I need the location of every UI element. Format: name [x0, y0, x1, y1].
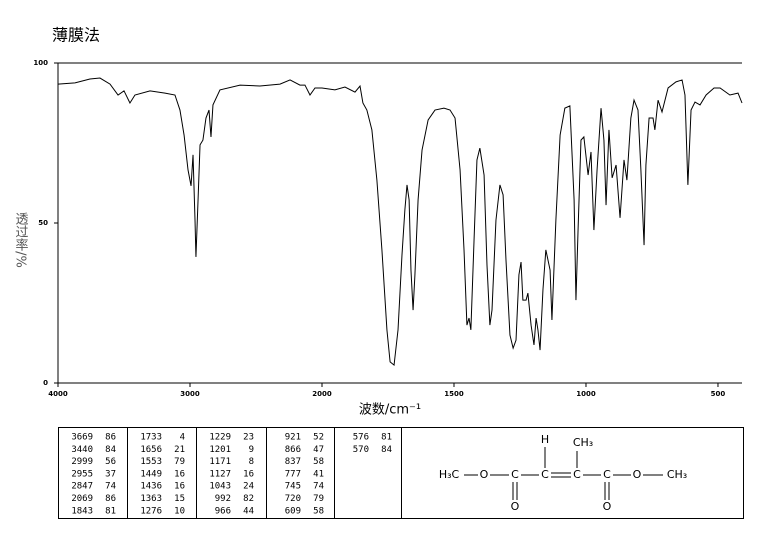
peak-wavenumber: 2999: [71, 457, 93, 467]
peak-transmittance: 16: [174, 482, 185, 492]
peak-wavenumber: 570: [353, 445, 369, 455]
peak-transmittance: 47: [313, 445, 324, 455]
peak-wavenumber: 837: [285, 457, 301, 467]
peak-transmittance: 4: [180, 433, 185, 443]
peak-wavenumber: 1229: [209, 433, 231, 443]
peak-wavenumber: 1656: [140, 445, 162, 455]
peak-wavenumber: 1363: [140, 494, 162, 504]
peak-wavenumber: 866: [285, 445, 301, 455]
plot-frame: [57, 62, 742, 384]
x-tick-label: 3000: [180, 390, 200, 398]
peak-wavenumber: 1043: [209, 482, 231, 492]
peak-transmittance: 15: [174, 494, 185, 504]
atom-label: H₃C: [439, 468, 460, 481]
peak-wavenumber: 609: [285, 506, 301, 516]
atom-label: CH₃: [573, 436, 593, 449]
peak-transmittance: 58: [313, 457, 324, 467]
y-tick-label: 100: [33, 59, 48, 67]
peak-wavenumber: 720: [285, 494, 301, 504]
peak-wavenumber: 1449: [140, 469, 162, 479]
peak-wavenumber: 1201: [209, 445, 231, 455]
peak-transmittance: 58: [313, 506, 324, 516]
chart-title: 薄膜法: [52, 26, 100, 45]
peak-wavenumber: 1276: [140, 506, 162, 516]
x-tick-label: 1000: [576, 390, 596, 398]
peak-transmittance: 79: [174, 457, 185, 467]
atom-label: CH₃: [667, 468, 687, 481]
peak-wavenumber: 3669: [71, 433, 93, 443]
peak-wavenumber: 1733: [140, 433, 162, 443]
peak-wavenumber: 745: [285, 482, 301, 492]
structure-bonds: [464, 447, 663, 500]
y-tick-label: 0: [43, 379, 48, 387]
peak-transmittance: 37: [105, 469, 116, 479]
x-tick-label: 500: [711, 390, 726, 398]
x-tick-label: 1500: [444, 390, 464, 398]
peak-wavenumber: 2069: [71, 494, 93, 504]
peak-wavenumber: 1127: [209, 469, 231, 479]
atom-label: O: [511, 500, 520, 513]
peak-transmittance: 8: [249, 457, 254, 467]
y-axis-label: 透过率/%: [13, 212, 29, 268]
x-axis-label: 波数/cm⁻¹: [359, 403, 421, 418]
peak-transmittance: 16: [174, 469, 185, 479]
peak-wavenumber: 1553: [140, 457, 162, 467]
atom-label: C: [541, 468, 549, 481]
peak-transmittance: 86: [105, 433, 116, 443]
peak-transmittance: 74: [313, 482, 324, 492]
atom-label: C: [511, 468, 519, 481]
atom-label: O: [480, 468, 489, 481]
atom-label: C: [573, 468, 581, 481]
peak-wavenumber: 1436: [140, 482, 162, 492]
peak-transmittance: 23: [243, 433, 254, 443]
peak-transmittance: 82: [243, 494, 254, 504]
peak-transmittance: 74: [105, 482, 116, 492]
x-tick-label: 4000: [48, 390, 68, 398]
peak-transmittance: 21: [174, 445, 185, 455]
peak-wavenumber: 992: [215, 494, 231, 504]
peak-transmittance: 79: [313, 494, 324, 504]
y-tick-label: 50: [38, 219, 48, 227]
peak-transmittance: 81: [381, 433, 392, 443]
x-tick-label: 2000: [312, 390, 332, 398]
peak-wavenumber: 1171: [209, 457, 231, 467]
peak-wavenumber: 2847: [71, 482, 93, 492]
peak-transmittance: 56: [105, 457, 116, 467]
peak-transmittance: 41: [313, 469, 324, 479]
peak-transmittance: 86: [105, 494, 116, 504]
atom-label: O: [603, 500, 612, 513]
peak-transmittance: 44: [243, 506, 254, 516]
atom-label: O: [633, 468, 642, 481]
peak-transmittance: 52: [313, 433, 324, 443]
atom-label: H: [541, 433, 549, 446]
peak-transmittance: 16: [243, 469, 254, 479]
peak-wavenumber: 966: [215, 506, 231, 516]
peak-transmittance: 10: [174, 506, 185, 516]
peak-transmittance: 24: [243, 482, 254, 492]
peak-wavenumber: 576: [353, 433, 369, 443]
atom-label: C: [603, 468, 611, 481]
table-frame: [58, 427, 744, 519]
peak-wavenumber: 3440: [71, 445, 93, 455]
peak-wavenumber: 921: [285, 433, 301, 443]
peak-wavenumber: 1843: [71, 506, 93, 516]
peak-wavenumber: 777: [285, 469, 301, 479]
peak-transmittance: 84: [381, 445, 392, 455]
spectrum-line: [57, 77, 743, 367]
peak-transmittance: 9: [249, 445, 254, 455]
peak-transmittance: 84: [105, 445, 116, 455]
peak-wavenumber: 2955: [71, 469, 93, 479]
peak-transmittance: 81: [105, 506, 116, 516]
